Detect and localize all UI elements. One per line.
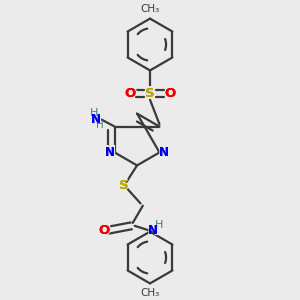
Text: O: O [98, 224, 110, 237]
Text: S: S [145, 87, 155, 100]
Text: S: S [119, 179, 129, 192]
Text: H: H [155, 220, 164, 230]
Text: O: O [98, 224, 110, 237]
Text: N: N [104, 145, 116, 160]
Text: S: S [145, 87, 155, 100]
Text: O: O [164, 86, 177, 101]
Text: S: S [119, 179, 129, 192]
Text: N: N [148, 224, 158, 237]
Text: O: O [124, 87, 136, 100]
Text: N: N [159, 146, 169, 159]
Text: N: N [91, 113, 101, 126]
Text: H: H [89, 108, 98, 118]
Text: H: H [96, 119, 104, 130]
Text: CH₃: CH₃ [140, 4, 160, 14]
Text: N: N [148, 224, 158, 237]
Text: O: O [124, 87, 136, 100]
Text: N: N [91, 113, 101, 126]
Text: O: O [164, 87, 176, 100]
Text: N: N [105, 146, 115, 159]
Text: O: O [97, 223, 111, 238]
Text: S: S [118, 178, 130, 193]
Text: N: N [105, 146, 115, 159]
Text: S: S [144, 86, 156, 101]
Text: O: O [123, 86, 136, 101]
Text: N: N [158, 145, 170, 160]
Text: N: N [147, 223, 159, 238]
Text: O: O [164, 87, 176, 100]
Text: N: N [90, 112, 102, 127]
Text: N: N [159, 146, 169, 159]
Text: CH₃: CH₃ [140, 288, 160, 298]
